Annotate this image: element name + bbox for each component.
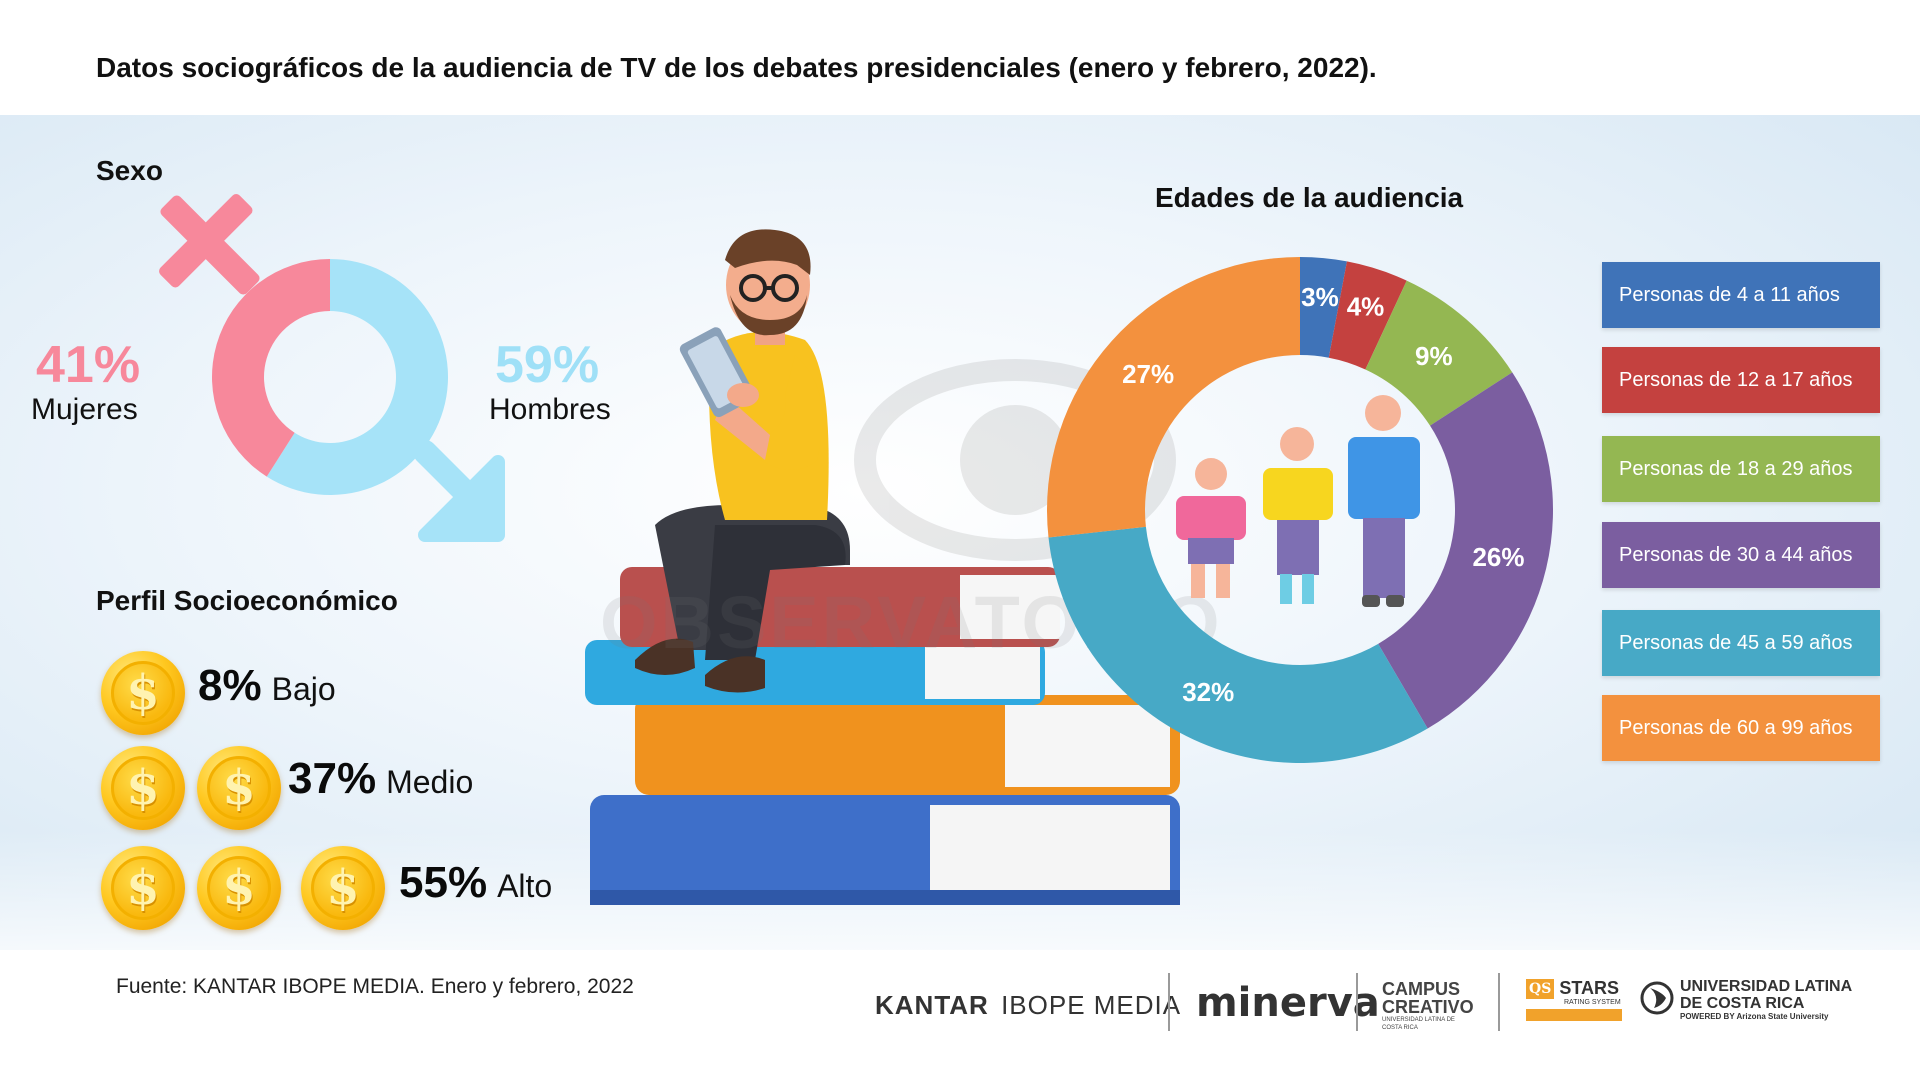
socio-label: Bajo [271, 671, 336, 707]
footer-divider [1168, 973, 1170, 1031]
female-symbol-icon [159, 194, 260, 295]
ulatina-line2: DE COSTA RICA [1680, 995, 1805, 1012]
male-symbol-icon [413, 440, 505, 542]
socio-label: Medio [386, 764, 474, 800]
coin-icon: $ [101, 651, 185, 735]
age-slice-label: 32% [1182, 677, 1234, 707]
source-note: Fuente: KANTAR IBOPE MEDIA. Enero y febr… [116, 975, 634, 998]
legend-item: Personas de 12 a 17 años [1602, 347, 1880, 413]
coin-icon: $ [301, 846, 385, 930]
man-figure-icon [635, 229, 850, 693]
gender-slice-mujeres [211, 259, 330, 477]
gender-donut [159, 194, 505, 542]
coin-icon: $ [101, 746, 185, 830]
age-slice-label: 27% [1122, 359, 1174, 389]
minerva-logo: minerva [1196, 980, 1380, 1026]
women-percentage: 41% [36, 336, 141, 394]
age-slice [1378, 372, 1553, 729]
ibope-logo-text: IBOPE MEDIA [1001, 990, 1182, 1020]
socio-pct: 55% [399, 858, 488, 907]
coin-icon: $ [197, 846, 281, 930]
age-slice [1047, 257, 1300, 538]
age-slice [1300, 257, 1347, 358]
age-slice-label: 4% [1347, 291, 1385, 321]
socio-row-alto: 55% Alto [399, 858, 552, 908]
stars-text: STARS [1559, 978, 1619, 998]
ulatina-sub: POWERED BY Arizona State University [1680, 1012, 1829, 1021]
socio-row-medio: 37% Medio [288, 754, 473, 804]
women-label: Mujeres [31, 393, 138, 426]
qs-text: QS [1526, 978, 1555, 999]
globe-icon [1640, 981, 1674, 1015]
legend-item: Personas de 60 a 99 años [1602, 695, 1880, 761]
gender-slice-hombres [266, 259, 448, 495]
age-slice [1328, 261, 1407, 370]
campus-sub-text: UNIVERSIDAD LATINA DE COSTA RICA [1382, 1017, 1455, 1031]
socio-pct: 37% [288, 754, 377, 803]
campus-text: CAMPUS [1382, 979, 1461, 999]
stars-sub-text: RATING SYSTEM [1564, 999, 1621, 1006]
legend-item: Personas de 4 a 11 años [1602, 262, 1880, 328]
socio-pct: 8% [198, 661, 262, 710]
sexo-heading: Sexo [96, 155, 163, 186]
campus-creativo-logo: CAMPUS CREATIVO UNIVERSIDAD LATINA DE CO… [1382, 980, 1474, 1032]
page-title: Datos sociográficos de la audiencia de T… [96, 52, 1377, 83]
socio-label: Alto [497, 868, 553, 904]
family-icon [1176, 395, 1420, 607]
legend-item: Personas de 18 a 29 años [1602, 436, 1880, 502]
age-slice-label: 9% [1415, 341, 1453, 371]
coin-icon: $ [101, 846, 185, 930]
men-percentage: 59% [495, 336, 600, 394]
age-slice-label: 3% [1301, 282, 1339, 312]
kantar-logo: KANTAR IBOPE MEDIA [875, 990, 1181, 1021]
creativo-text: CREATIVO [1382, 997, 1474, 1017]
coin-icon: $ [197, 746, 281, 830]
age-slice [1048, 526, 1428, 763]
legend-item: Personas de 30 a 44 años [1602, 522, 1880, 588]
footer-divider [1498, 973, 1500, 1031]
age-slice [1365, 280, 1513, 426]
ulatina-line1: UNIVERSIDAD LATINA [1680, 978, 1853, 995]
socioeconomic-heading: Perfil Socioeconómico [96, 585, 398, 616]
men-label: Hombres [489, 393, 611, 426]
reader-illustration [585, 229, 1180, 905]
socio-row-bajo: 8% Bajo [198, 661, 336, 711]
age-slice-label: 26% [1472, 542, 1524, 572]
watermark-eye-icon [854, 359, 1176, 561]
age-donut-chart: 3% 4% 9% 26% 32% 27% [1047, 257, 1553, 763]
stars-bar [1526, 1009, 1622, 1021]
footer-divider [1356, 973, 1358, 1031]
qs-stars-logo: QS STARS RATING SYSTEM [1526, 978, 1622, 1021]
legend-item: Personas de 45 a 59 años [1602, 610, 1880, 676]
age-chart-heading: Edades de la audiencia [1155, 182, 1464, 213]
kantar-logo-text: KANTAR [875, 990, 989, 1020]
